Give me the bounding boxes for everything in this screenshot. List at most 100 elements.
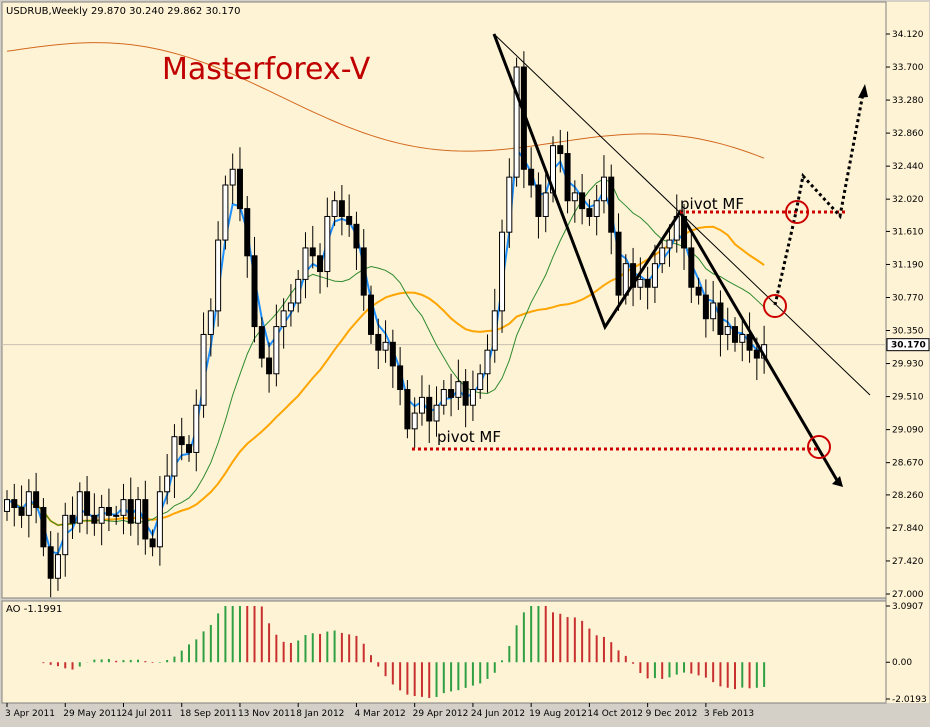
candle-body	[302, 247, 309, 280]
candle-body	[630, 263, 637, 288]
forecast-arrow-head	[858, 84, 868, 98]
candle-body	[113, 514, 120, 517]
candle-body	[542, 192, 549, 217]
price-tick-label: 32.440	[892, 162, 924, 172]
candle-body	[360, 247, 367, 296]
time-tick-label: 3 Apr 2011	[5, 709, 55, 719]
time-tick-label: 8 Jan 2012	[296, 709, 344, 719]
candle-body	[600, 176, 607, 202]
watermark-logo: Masterforex-V	[162, 52, 371, 87]
candle-body	[535, 184, 542, 217]
candle-body	[317, 255, 324, 273]
price-tick-label: 29.090	[892, 426, 924, 436]
price-tick-label: 29.510	[892, 393, 924, 403]
candle-body	[666, 239, 673, 249]
candle-body	[338, 200, 345, 217]
candle-body	[273, 326, 280, 375]
candle-body	[710, 302, 717, 320]
ao-tick-label: 3.0907	[892, 602, 924, 612]
pivot-label-lower: pivot MF	[437, 428, 501, 446]
candle-body	[142, 499, 149, 540]
candle-body	[739, 333, 746, 343]
candle-body	[84, 491, 91, 516]
candle-body	[18, 506, 25, 516]
candle-body	[397, 365, 404, 391]
time-tick-label: 14 Oct 2012	[587, 709, 643, 719]
candle-body	[149, 538, 156, 548]
candle-body	[688, 247, 695, 288]
candle-body	[389, 341, 396, 367]
price-tick-label: 29.930	[892, 360, 924, 370]
candle-body	[62, 514, 69, 556]
candle-body	[11, 499, 18, 508]
price-tick-label: 27.000	[892, 590, 924, 600]
candle-body	[695, 286, 702, 296]
candle-body	[433, 404, 440, 422]
price-tick-label: 31.190	[892, 260, 924, 270]
zigzag-arrow-head	[832, 476, 843, 487]
price-tick-label: 28.260	[892, 491, 924, 501]
candle-body	[287, 302, 294, 312]
last-price-label: 30.170	[891, 341, 926, 351]
candle-body	[33, 491, 40, 508]
price-tick-label: 30.770	[892, 293, 924, 303]
candle-body	[484, 349, 491, 375]
candle-body	[455, 381, 462, 398]
target-circle	[785, 200, 809, 224]
candle-body	[54, 554, 61, 579]
zigzag-pattern	[492, 33, 840, 483]
candle-body	[644, 278, 651, 288]
candle-body	[251, 255, 258, 328]
candle-body	[4, 499, 10, 512]
candle-body	[40, 506, 47, 548]
candle-body	[732, 326, 738, 343]
candle-body	[135, 499, 142, 524]
candle-body	[171, 436, 178, 477]
ma-brown-line	[6, 42, 765, 159]
candle-body	[353, 223, 360, 249]
candle-body	[513, 66, 520, 178]
candle-body	[448, 389, 455, 398]
candle-body	[346, 215, 353, 225]
candle-body	[411, 412, 418, 430]
candle-body	[404, 389, 411, 430]
candle-body	[557, 145, 564, 155]
target-circle	[763, 294, 787, 318]
candle-body	[753, 349, 760, 359]
main-price-panel[interactable]	[1, 1, 887, 599]
candle-body	[702, 294, 709, 320]
candle-body	[25, 491, 32, 516]
candle-body	[98, 506, 105, 524]
candle-body	[608, 176, 615, 233]
price-tick-label: 32.860	[892, 129, 924, 139]
candle-body	[91, 514, 98, 524]
candle-body	[47, 546, 54, 579]
candle-body	[120, 499, 127, 516]
candle-body	[244, 208, 251, 257]
price-tick-label: 33.700	[892, 63, 924, 73]
candle-body	[200, 333, 207, 406]
candle-body	[651, 263, 658, 288]
candle-body	[528, 168, 535, 186]
candle-body	[724, 326, 731, 335]
candle-body	[215, 239, 222, 312]
candle-body	[637, 278, 644, 288]
candle-body	[615, 231, 622, 296]
ao-tick-label: 0.00	[892, 658, 912, 668]
price-tick-label: 28.670	[892, 459, 924, 469]
price-tick-label: 31.610	[892, 227, 924, 237]
price-tick-label: 27.840	[892, 524, 924, 534]
candle-body	[193, 404, 200, 453]
price-tick-label: 32.020	[892, 195, 924, 205]
candle-body	[659, 247, 666, 265]
candle-body	[426, 396, 433, 422]
candle-body	[236, 168, 243, 210]
candle-body	[76, 491, 83, 524]
candle-body	[477, 373, 484, 391]
candle-body	[469, 389, 476, 406]
candle-body	[717, 302, 724, 335]
candle-body	[593, 200, 600, 217]
candle-body	[258, 326, 265, 359]
